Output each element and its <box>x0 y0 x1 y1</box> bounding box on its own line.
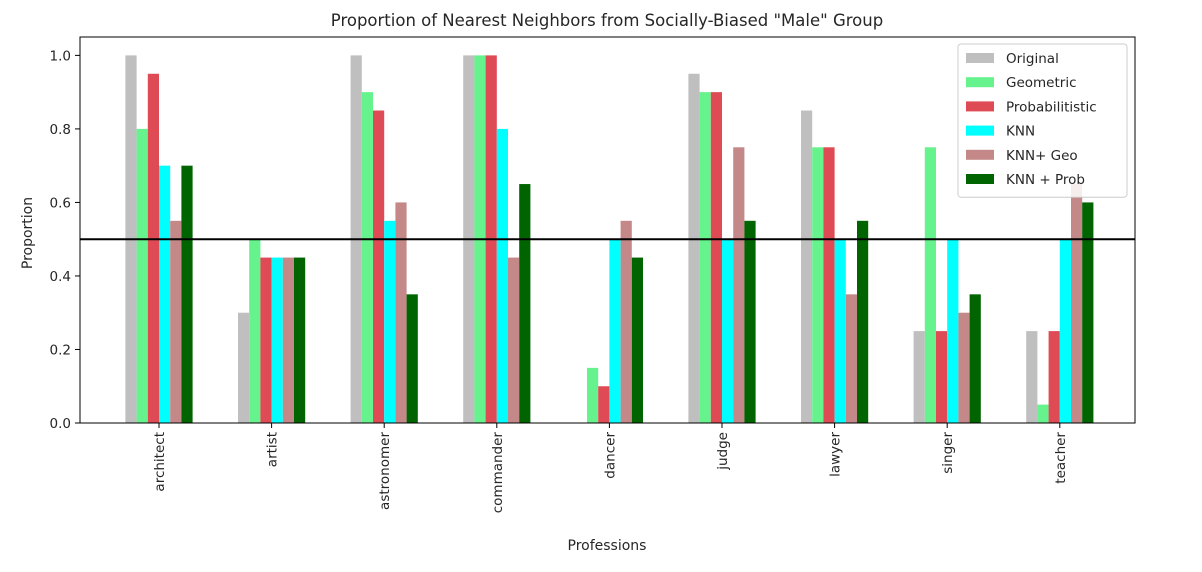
x-axis-label: Professions <box>568 538 647 554</box>
bar-lawyer-geometric <box>812 147 824 424</box>
bar-commander-knn-geo <box>508 257 520 423</box>
bar-judge-knn-geo <box>733 147 745 424</box>
bar-artist-original <box>238 312 250 423</box>
bar-astronomer-knn-prob <box>406 294 418 423</box>
bar-judge-probabilitistic <box>710 92 722 423</box>
bar-astronomer-geometric <box>361 92 373 423</box>
bar-lawyer-knn <box>834 239 846 423</box>
bar-artist-knn-geo <box>282 257 294 423</box>
legend-label: Original <box>1006 51 1059 67</box>
legend-label: KNN+ Geo <box>1006 148 1078 164</box>
bar-singer-knn <box>947 239 959 423</box>
x-tick-label: teacher <box>1053 432 1069 484</box>
bars-group <box>125 55 1094 424</box>
bar-dancer-knn-geo <box>620 220 632 423</box>
bar-lawyer-knn-prob <box>857 220 869 423</box>
bar-teacher-knn <box>1059 239 1071 423</box>
bar-teacher-knn-prob <box>1082 202 1094 423</box>
bar-dancer-geometric <box>587 367 599 423</box>
bar-singer-probabilitistic <box>936 331 948 423</box>
x-tick-label: architect <box>152 432 168 492</box>
x-tick-label: lawyer <box>828 432 844 477</box>
legend-box <box>957 43 1128 198</box>
bar-teacher-probabilitistic <box>1048 331 1060 423</box>
bar-architect-probabilitistic <box>147 73 159 423</box>
bar-astronomer-knn <box>384 220 396 423</box>
bar-artist-knn-prob <box>294 257 306 423</box>
legend-label: Probabilitistic <box>1006 99 1097 115</box>
bar-judge-knn-prob <box>744 220 756 423</box>
bar-artist-geometric <box>249 239 261 423</box>
y-tick-label: 0.2 <box>50 342 71 358</box>
bar-dancer-knn-prob <box>631 257 643 423</box>
bar-artist-knn <box>271 257 283 423</box>
bar-teacher-geometric <box>1037 404 1049 423</box>
bar-teacher-knn-geo <box>1071 184 1083 423</box>
x-tick-label: artist <box>265 432 281 467</box>
legend-swatch <box>966 53 994 63</box>
x-tick-label: astronomer <box>377 432 393 510</box>
bar-astronomer-probabilitistic <box>373 110 385 424</box>
chart-title: Proportion of Nearest Neighbors from Soc… <box>331 11 883 30</box>
x-tick-label: judge <box>715 432 731 471</box>
bar-lawyer-probabilitistic <box>823 147 835 424</box>
x-tick-label: commander <box>490 432 506 514</box>
y-tick-label: 0.8 <box>50 122 71 138</box>
legend-swatch <box>966 101 994 112</box>
legend-swatch <box>966 125 994 136</box>
x-axis: architect artist astronomer commander dancer… <box>152 423 1069 513</box>
legend-label: KNN <box>1006 124 1035 140</box>
plot-frame <box>79 36 1136 424</box>
bar-dancer-probabilitistic <box>598 386 610 423</box>
legend-swatch <box>966 174 994 184</box>
y-tick-label: 0.0 <box>50 416 71 432</box>
legend-swatch <box>966 149 994 160</box>
bar-singer-geometric <box>924 147 936 424</box>
y-axis: 0.0 0.2 0.4 0.6 0.8 1.0 <box>50 48 80 432</box>
legend-label: KNN + Prob <box>1006 172 1085 188</box>
bar-judge-original <box>688 73 700 423</box>
bar-architect-knn-prob <box>181 165 193 424</box>
legend: Original Geometric Probabilitistic KNN KNN+ … <box>957 43 1128 198</box>
x-tick-label: dancer <box>602 432 618 479</box>
legend-swatch <box>966 77 994 88</box>
bar-judge-geometric <box>699 92 711 423</box>
y-tick-label: 0.6 <box>50 195 71 211</box>
bar-lawyer-original <box>801 110 813 424</box>
bar-architect-knn <box>159 165 171 424</box>
bar-architect-knn-geo <box>170 220 182 423</box>
y-axis-label: Proportion <box>20 197 36 269</box>
bar-commander-knn <box>496 128 508 423</box>
legend-label: Geometric <box>1006 75 1077 91</box>
bar-singer-knn-geo <box>958 312 970 423</box>
bar-lawyer-knn-geo <box>845 294 857 423</box>
bar-architect-geometric <box>136 128 148 423</box>
bar-dancer-knn <box>609 239 621 423</box>
bar-artist-probabilitistic <box>260 257 272 423</box>
bar-teacher-original <box>1026 331 1038 423</box>
bar-judge-knn <box>722 239 734 423</box>
y-tick-label: 1.0 <box>50 48 71 64</box>
bar-commander-knn-prob <box>519 184 531 423</box>
bar-singer-original <box>913 331 925 423</box>
bar-astronomer-knn-geo <box>395 202 407 423</box>
x-tick-label: singer <box>940 432 956 474</box>
bar-singer-knn-prob <box>969 294 981 423</box>
y-tick-label: 0.4 <box>50 269 71 285</box>
